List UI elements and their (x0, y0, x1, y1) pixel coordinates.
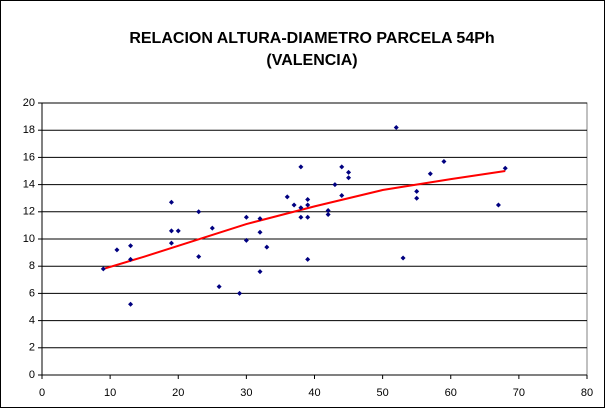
data-point (298, 164, 304, 170)
data-point (264, 244, 270, 250)
data-point (168, 228, 174, 234)
data-point (393, 124, 399, 130)
x-tick-label: 80 (581, 387, 593, 399)
data-point (346, 169, 352, 175)
y-tick-label: 2 (29, 342, 35, 354)
y-tick-label: 10 (23, 233, 35, 245)
y-tick-label: 4 (29, 315, 35, 327)
y-tick-label: 8 (29, 260, 35, 272)
data-point (114, 247, 120, 253)
y-tick-label: 12 (23, 206, 35, 218)
data-point (305, 256, 311, 262)
data-point (346, 175, 352, 181)
data-point (414, 188, 420, 194)
data-point (414, 195, 420, 201)
data-point (196, 254, 202, 260)
y-tick-label: 16 (23, 151, 35, 163)
data-point (284, 194, 290, 200)
x-tick-label: 20 (172, 387, 184, 399)
x-tick-label: 70 (513, 387, 525, 399)
chart-title: (VALENCIA) (266, 52, 357, 69)
chart-title: RELACION ALTURA-DIAMETRO PARCELA 54Ph (129, 30, 494, 47)
data-point (209, 225, 215, 231)
y-tick-label: 6 (29, 287, 35, 299)
data-point (305, 197, 311, 203)
data-point (257, 229, 263, 235)
data-point (175, 228, 181, 234)
y-tick-label: 14 (23, 179, 35, 191)
x-tick-label: 60 (445, 387, 457, 399)
x-tick-label: 50 (377, 387, 389, 399)
data-point (298, 205, 304, 211)
data-point (100, 266, 106, 272)
y-tick-label: 20 (23, 97, 35, 109)
data-point (243, 214, 249, 220)
data-point (196, 209, 202, 215)
data-point (257, 269, 263, 275)
trend-line (103, 170, 506, 270)
data-point (305, 214, 311, 220)
data-point (128, 301, 134, 307)
data-point (400, 255, 406, 261)
data-point (298, 214, 304, 220)
x-tick-label: 30 (240, 387, 252, 399)
data-point (325, 212, 331, 218)
data-point (325, 207, 331, 213)
data-point (291, 202, 297, 208)
data-point (237, 290, 243, 296)
data-point (128, 243, 134, 249)
data-point (339, 192, 345, 198)
x-tick-label: 10 (104, 387, 116, 399)
data-point (216, 284, 222, 290)
data-point (427, 171, 433, 177)
data-point (128, 256, 134, 262)
y-tick-label: 0 (29, 369, 35, 381)
data-point (502, 165, 508, 171)
x-tick-label: 0 (39, 387, 45, 399)
data-point (243, 237, 249, 243)
data-point (441, 158, 447, 164)
data-point (305, 202, 311, 208)
data-point (339, 164, 345, 170)
data-point (332, 182, 338, 188)
x-tick-label: 40 (308, 387, 320, 399)
data-point (495, 202, 501, 208)
data-point (168, 240, 174, 246)
data-point (168, 199, 174, 205)
y-tick-label: 18 (23, 124, 35, 136)
data-point (257, 216, 263, 222)
